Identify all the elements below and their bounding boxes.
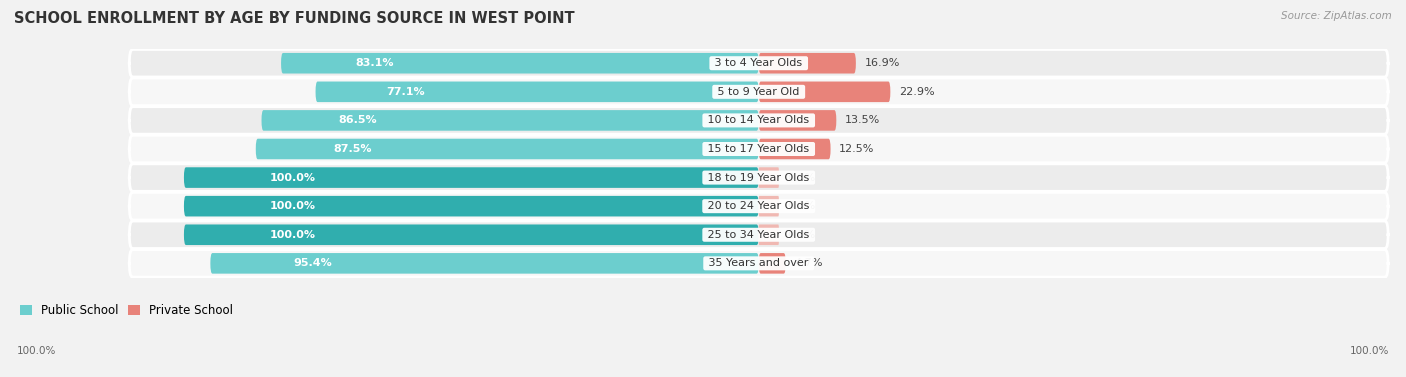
Text: 100.0%: 100.0% (270, 230, 316, 240)
Text: 0.0%: 0.0% (787, 173, 815, 182)
FancyBboxPatch shape (129, 78, 1388, 106)
Text: 18 to 19 Year Olds: 18 to 19 Year Olds (704, 173, 813, 182)
Text: 35 Years and over: 35 Years and over (706, 258, 813, 268)
FancyBboxPatch shape (129, 250, 1388, 277)
FancyBboxPatch shape (315, 81, 759, 102)
Text: 5 to 9 Year Old: 5 to 9 Year Old (714, 87, 803, 97)
FancyBboxPatch shape (256, 139, 759, 159)
FancyBboxPatch shape (759, 196, 779, 216)
FancyBboxPatch shape (281, 53, 759, 74)
FancyBboxPatch shape (759, 167, 779, 188)
Text: 25 to 34 Year Olds: 25 to 34 Year Olds (704, 230, 813, 240)
FancyBboxPatch shape (759, 53, 856, 74)
Text: 77.1%: 77.1% (387, 87, 425, 97)
FancyBboxPatch shape (211, 253, 759, 274)
Text: 87.5%: 87.5% (333, 144, 371, 154)
FancyBboxPatch shape (759, 224, 779, 245)
FancyBboxPatch shape (262, 110, 759, 131)
Text: 12.5%: 12.5% (839, 144, 875, 154)
FancyBboxPatch shape (759, 81, 890, 102)
Text: 83.1%: 83.1% (356, 58, 394, 68)
Text: 13.5%: 13.5% (845, 115, 880, 126)
FancyBboxPatch shape (184, 196, 759, 216)
Text: SCHOOL ENROLLMENT BY AGE BY FUNDING SOURCE IN WEST POINT: SCHOOL ENROLLMENT BY AGE BY FUNDING SOUR… (14, 11, 575, 26)
Text: 3 to 4 Year Olds: 3 to 4 Year Olds (711, 58, 806, 68)
FancyBboxPatch shape (129, 164, 1388, 191)
FancyBboxPatch shape (184, 167, 759, 188)
FancyBboxPatch shape (129, 221, 1388, 248)
Text: 0.0%: 0.0% (787, 230, 815, 240)
Text: Source: ZipAtlas.com: Source: ZipAtlas.com (1281, 11, 1392, 21)
Text: 20 to 24 Year Olds: 20 to 24 Year Olds (704, 201, 813, 211)
Text: 22.9%: 22.9% (898, 87, 935, 97)
Text: 4.7%: 4.7% (794, 258, 823, 268)
Text: 100.0%: 100.0% (270, 201, 316, 211)
FancyBboxPatch shape (759, 139, 831, 159)
Text: 100.0%: 100.0% (270, 173, 316, 182)
Text: 100.0%: 100.0% (1350, 346, 1389, 356)
Text: 16.9%: 16.9% (865, 58, 900, 68)
FancyBboxPatch shape (129, 192, 1388, 220)
Text: 0.0%: 0.0% (787, 201, 815, 211)
FancyBboxPatch shape (759, 110, 837, 131)
FancyBboxPatch shape (129, 107, 1388, 134)
Text: 15 to 17 Year Olds: 15 to 17 Year Olds (704, 144, 813, 154)
FancyBboxPatch shape (759, 253, 786, 274)
FancyBboxPatch shape (129, 135, 1388, 163)
FancyBboxPatch shape (129, 49, 1388, 77)
Legend: Public School, Private School: Public School, Private School (15, 300, 238, 322)
Text: 95.4%: 95.4% (294, 258, 332, 268)
Text: 100.0%: 100.0% (17, 346, 56, 356)
Text: 86.5%: 86.5% (339, 115, 377, 126)
FancyBboxPatch shape (184, 224, 759, 245)
Text: 10 to 14 Year Olds: 10 to 14 Year Olds (704, 115, 813, 126)
